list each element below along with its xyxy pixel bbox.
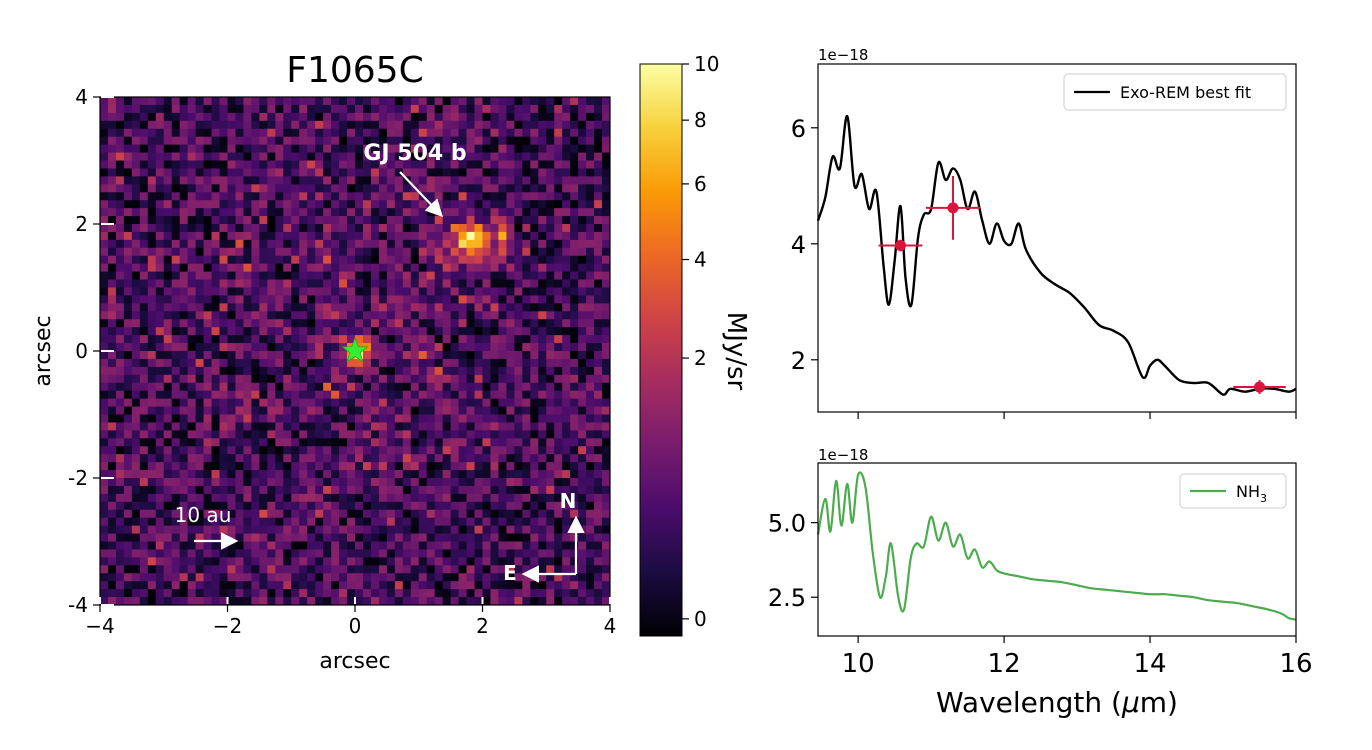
data-point <box>947 202 959 214</box>
colorbar-tick-label: 10 <box>694 52 719 76</box>
colorbar-tick-label: 6 <box>694 172 707 196</box>
image-ytick-label: -4 <box>68 593 88 617</box>
bottom-plot-frame <box>817 462 1297 637</box>
colorbar-tick-label: 2 <box>694 346 707 370</box>
image-ytick-label: 0 <box>75 339 88 363</box>
top-legend: Exo-REM best fit <box>1063 73 1287 111</box>
colorbar-label: MJy/sr <box>721 312 751 391</box>
top-plot-content <box>816 114 1297 396</box>
image-ylabel: arcsec <box>31 315 56 386</box>
top-legend-box <box>1063 73 1287 111</box>
top-legend-label: Exo-REM best fit <box>1120 83 1251 102</box>
star-marker-icon <box>341 336 369 363</box>
colorbar-tick-label: 4 <box>694 248 707 272</box>
image-xtick-label: 0 <box>349 614 362 638</box>
colorbar-tick-label: 8 <box>694 108 707 132</box>
image-title: F1065C <box>286 50 423 91</box>
xlabel-end: m) <box>1140 686 1178 719</box>
colorbar: 10 8 6 4 2 0 MJy/sr <box>639 52 751 637</box>
spectrum-panel-bottom: 1e−18 5.0 2.5 10 12 14 16 NH3 Wavelength (μm) <box>768 446 1313 719</box>
planet-label: GJ 504 b <box>363 141 466 166</box>
image-xtick-label: 2 <box>476 614 489 638</box>
bottom-xtick-label: 14 <box>1133 649 1166 679</box>
nh3-spectrum-line <box>816 471 1297 621</box>
image-axes: −4 −2 0 2 4 4 2 0 -2 -4 <box>68 85 616 638</box>
top-ytick-label: 4 <box>791 231 806 259</box>
bottom-xtick-label: 10 <box>842 649 875 679</box>
bottom-xtick-label: 12 <box>988 649 1021 679</box>
top-exponent-label: 1e−18 <box>818 46 868 64</box>
image-xtick-label: 4 <box>604 614 617 638</box>
image-ytick-label: -2 <box>68 466 88 490</box>
image-xlabel: arcsec <box>319 649 390 674</box>
top-axes: 6 4 2 <box>791 115 1297 419</box>
bottom-axes: 5.0 2.5 10 12 14 16 <box>768 510 1313 679</box>
colorbar-tick-label: 0 <box>694 607 707 631</box>
scale-bar-label: 10 au <box>175 503 232 527</box>
bottom-plot-content <box>816 471 1297 621</box>
planet-arrow <box>399 171 444 218</box>
heatmap <box>100 97 611 606</box>
bottom-legend-box <box>1179 473 1287 509</box>
colorbar-ticks: 10 8 6 4 2 0 <box>682 52 719 631</box>
image-xtick-label: −4 <box>85 614 114 638</box>
top-ytick-label: 2 <box>791 347 806 375</box>
legend-nh: NH <box>1236 482 1260 501</box>
bottom-legend: NH3 <box>1179 473 1287 509</box>
compass-north-label: N <box>560 489 577 513</box>
bottom-legend-label: NH3 <box>1236 482 1267 505</box>
bottom-xlabel: Wavelength (μm) <box>936 686 1178 719</box>
bottom-exponent-label: 1e−18 <box>818 446 868 464</box>
data-point <box>1254 381 1266 393</box>
top-ytick-label: 6 <box>791 115 806 143</box>
exorem-spectrum-line <box>816 114 1297 396</box>
xlabel-mu: μ <box>1121 686 1140 719</box>
compass-east-label: E <box>503 561 517 585</box>
image-ytick-label: 2 <box>75 212 88 236</box>
image-panel: F1065C GJ 504 b 10 au N E −4 −2 0 2 4 4 2 0 -2 -4 ar… <box>31 50 616 674</box>
image-ytick-label: 4 <box>75 85 88 109</box>
colorbar-bar <box>639 63 683 637</box>
image-xtick-label: −2 <box>213 614 242 638</box>
xlabel-base: Wavelength ( <box>936 686 1122 719</box>
bottom-ytick-label: 5.0 <box>768 510 806 538</box>
bottom-xtick-label: 16 <box>1279 649 1312 679</box>
data-point <box>894 240 906 252</box>
top-plot-frame <box>817 63 1297 413</box>
spectrum-panel-top: 1e−18 6 4 2 Exo-REM best fit <box>791 46 1297 419</box>
legend-subscript: 3 <box>1260 492 1267 505</box>
bottom-ytick-label: 2.5 <box>768 584 806 612</box>
image-overlays: GJ 504 b 10 au N E <box>175 141 585 585</box>
